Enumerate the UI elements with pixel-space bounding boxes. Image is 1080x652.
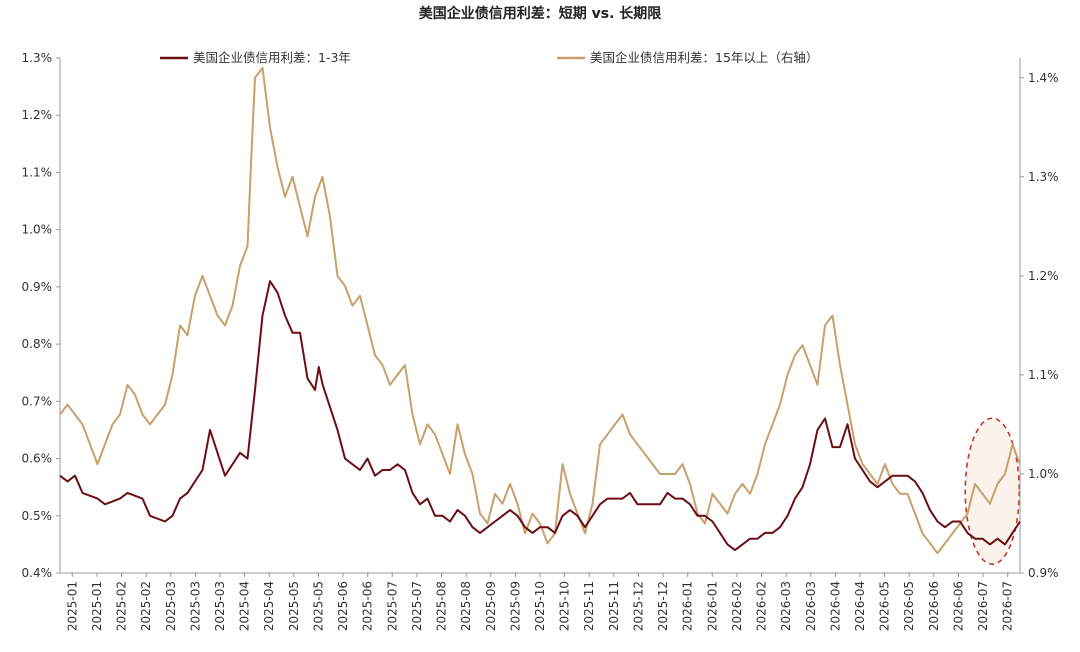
legend-label-short: 美国企业债信用利差：1-3年 (193, 50, 351, 65)
x-tick-label: 2025-05 (287, 581, 301, 631)
x-tick-label: 2025-03 (213, 581, 227, 631)
x-tick-label: 2025-12 (631, 581, 645, 631)
x-tick-label: 2025-11 (607, 581, 621, 631)
chart-title: 美国企业债信用利差：短期 vs. 长期限 (419, 5, 662, 22)
x-tick-label: 2025-06 (336, 581, 350, 631)
x-tick-label: 2025-03 (164, 581, 178, 631)
annotation-layer (964, 417, 1021, 565)
x-tick-label: 2025-09 (508, 581, 522, 631)
legend: 美国企业债信用利差：1-3年 美国企业债信用利差：15年以上（右轴） (160, 50, 818, 65)
x-tick-label: 2026-03 (779, 581, 793, 631)
y-left-tick-label: 1.1% (22, 165, 53, 179)
y-left-tick-label: 0.4% (22, 566, 53, 580)
x-tick-label: 2025-08 (435, 581, 449, 631)
y-right-tick-label: 1.4% (1028, 71, 1059, 85)
y-left-tick-label: 0.8% (22, 337, 53, 351)
x-tick-label: 2025-02 (115, 581, 129, 631)
x-tick-label: 2025-05 (311, 581, 325, 631)
y-left-tick-label: 1.3% (22, 51, 53, 65)
y-right-tick-label: 0.9% (1028, 566, 1059, 580)
x-tick-label: 2025-06 (361, 581, 375, 631)
x-tick-label: 2026-03 (804, 581, 818, 631)
x-tick-label: 2025-08 (459, 581, 473, 631)
x-tick-label: 2025-12 (656, 581, 670, 631)
legend-label-long: 美国企业债信用利差：15年以上（右轴） (590, 50, 818, 65)
x-tick-label: 2025-03 (188, 581, 202, 631)
x-tick-label: 2026-06 (927, 581, 941, 631)
y-right-tick-label: 1.0% (1028, 467, 1059, 481)
x-tick-label: 2026-05 (902, 581, 916, 631)
y-left-tick-label: 1.2% (22, 108, 53, 122)
axes: 0.4% 0.5% 0.6% 0.7% 0.8% 0.9% 1.0% 1.1% 1.2% 1.3%… (22, 51, 1059, 631)
y-left-tick-label: 0.9% (22, 280, 53, 294)
y-right-tick-label: 1.3% (1028, 170, 1059, 184)
y-right-tick-label: 1.2% (1028, 269, 1059, 283)
x-tick-label: 2025-01 (90, 581, 104, 631)
x-tick-label: 2026-04 (853, 581, 867, 631)
series-line-short (59, 280, 1021, 552)
x-tick-label: 2026-02 (730, 581, 744, 631)
x-tick-label: 2025-01 (65, 581, 79, 631)
x-tick-label: 2026-06 (951, 581, 965, 631)
x-tick-label: 2026-07 (976, 581, 990, 631)
x-tick-label: 2026-02 (755, 581, 769, 631)
x-tick-label: 2025-02 (139, 581, 153, 631)
x-tick-label: 2025-04 (262, 581, 276, 631)
x-tick-label: 2025-09 (484, 581, 498, 631)
x-tick-label: 2026-01 (705, 581, 719, 631)
series-line-long (59, 66, 1021, 555)
x-tick-label: 2026-07 (1001, 581, 1015, 631)
x-tick-label: 2026-01 (681, 581, 695, 631)
x-tick-label: 2026-04 (828, 581, 842, 631)
series-layer (59, 66, 1021, 555)
y-left-tick-label: 0.5% (22, 509, 53, 523)
x-tick-label: 2025-04 (238, 581, 252, 631)
y-left-tick-label: 0.7% (22, 394, 53, 408)
annotation-ellipse (964, 417, 1021, 565)
y-right-tick-label: 1.1% (1028, 368, 1059, 382)
x-tick-label: 2025-07 (410, 581, 424, 631)
x-tick-label: 2025-11 (582, 581, 596, 631)
x-tick-label: 2026-05 (878, 581, 892, 631)
x-tick-label: 2025-10 (558, 581, 572, 631)
x-tick-label: 2025-10 (533, 581, 547, 631)
x-tick-label: 2025-07 (385, 581, 399, 631)
y-left-tick-label: 0.6% (22, 452, 53, 466)
y-left-tick-label: 1.0% (22, 223, 53, 237)
